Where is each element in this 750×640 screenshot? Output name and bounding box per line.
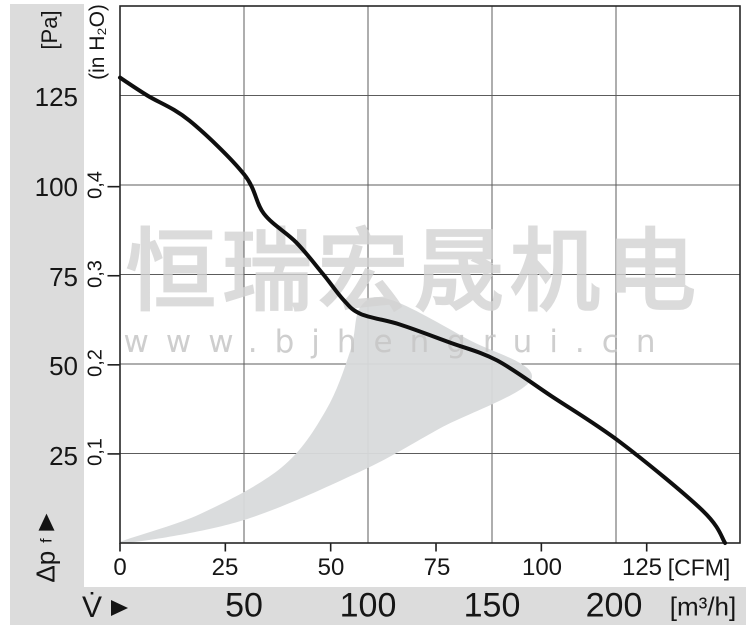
inh2o-tick-02: 0,2: [84, 349, 107, 377]
arrow-right-icon: [111, 600, 129, 616]
m3h-unit-label: [m³/h]: [669, 591, 737, 622]
cfm-unit-label: [CFM]: [667, 554, 731, 581]
pa-tick-25: 25: [49, 441, 78, 471]
cfm-tick-125: 125: [621, 554, 663, 581]
inh2o-tick-03: 0,3: [84, 260, 107, 288]
pa-tick-50: 50: [49, 351, 78, 381]
operating-range-region: [119, 297, 533, 544]
m3h-tick-100: 100: [339, 586, 397, 625]
vdot-symbol: V̇: [82, 591, 103, 624]
pa-tick-100: 100: [34, 172, 78, 202]
volume-flow-label: V̇: [82, 591, 129, 625]
inh2o-tick-04: 0,4: [84, 171, 107, 199]
cfm-tick-100: 100: [521, 554, 563, 581]
cfm-tick-25: 25: [211, 554, 239, 581]
pa-unit-label: [Pa]: [37, 10, 62, 50]
delta-p-symbol: Δp: [30, 550, 61, 583]
cfm-tick-75: 75: [423, 554, 451, 581]
bottom-axis-band: [10, 587, 746, 625]
pressure-axis-label: Δp f: [30, 513, 62, 583]
inh2o-unit-label: (in H₂O): [86, 4, 109, 80]
plot-border: [119, 5, 741, 544]
inh2o-tick-01: 0,1: [84, 438, 107, 466]
fan-characteristic-curve: [118, 75, 728, 545]
watermark-company-text: 恒瑞宏晟机电: [126, 220, 702, 325]
m3h-tick-200: 200: [585, 586, 643, 625]
m3h-tick-50: 50: [225, 586, 263, 625]
watermark-website-text: www.bjhengrui.cn: [124, 324, 673, 360]
pa-tick-125: 125: [34, 82, 78, 112]
left-axis-band: [10, 4, 84, 624]
axis-tick-marks: [107, 185, 648, 552]
cfm-tick-0: 0: [113, 554, 127, 581]
arrow-up-icon: [38, 513, 54, 531]
m3h-tick-150: 150: [463, 586, 521, 625]
pa-tick-75: 75: [49, 262, 78, 292]
cfm-tick-50: 50: [317, 554, 345, 581]
